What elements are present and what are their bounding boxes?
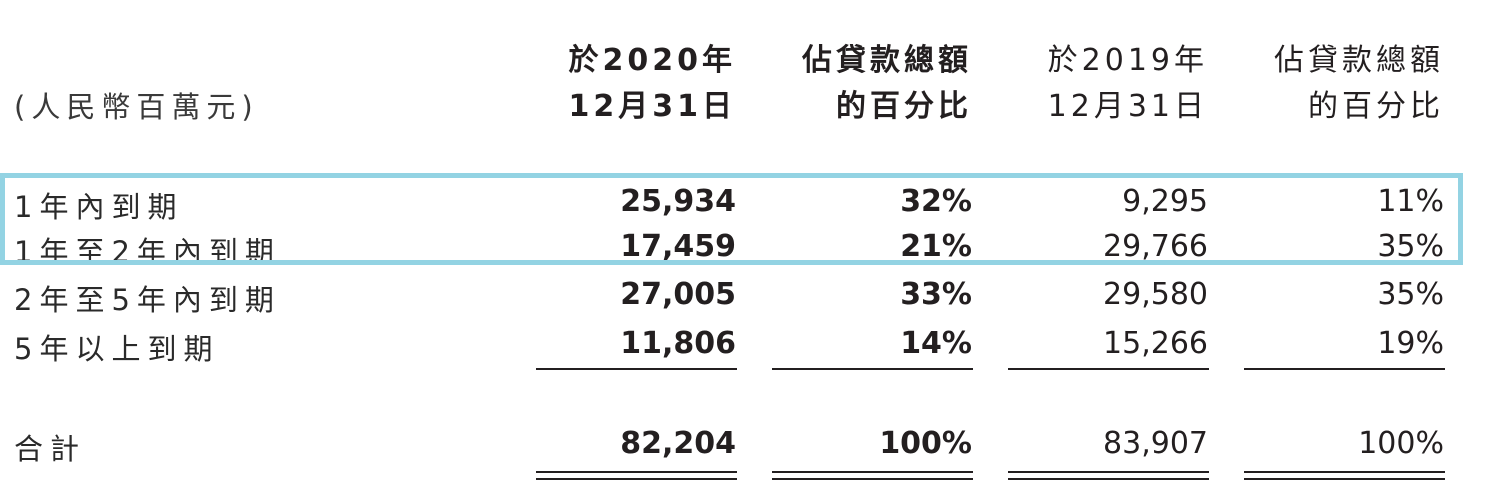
row-label-total: 合計: [14, 432, 87, 466]
row4-amount-2019: 15,266: [1103, 326, 1208, 361]
header-2019-amount-line1: 於2019年: [1047, 43, 1208, 78]
unit-label: (人民幣百萬元): [14, 90, 259, 124]
header-2020-amount-line1: 於2020年: [568, 43, 736, 78]
rule-subtotal-2019-pct: [1244, 368, 1445, 370]
rule-subtotal-2019-amount: [1008, 368, 1209, 370]
rule-total-2020-amount-2: [536, 478, 737, 480]
total-pct-2020: 100%: [879, 426, 972, 461]
row3-amount-2019: 29,580: [1103, 277, 1208, 312]
header-2020-amount-line2: 12月31日: [568, 89, 736, 124]
header-2019-amount-line2: 12月31日: [1047, 89, 1208, 124]
header-2019-pct-line1: 佔貸款總額: [1274, 43, 1444, 78]
total-pct-2019: 100%: [1358, 426, 1444, 461]
row4-pct-2020: 14%: [900, 326, 972, 361]
header-2020-pct-line1: 佔貸款總額: [802, 43, 972, 78]
rule-total-2019-pct-2: [1244, 478, 1445, 480]
rule-total-2019-pct-1: [1244, 471, 1445, 473]
row4-amount-2020: 11,806: [620, 326, 736, 361]
rule-subtotal-2020-amount: [536, 368, 737, 370]
row4-pct-2019: 19%: [1377, 326, 1444, 361]
header-2020-pct-line2: 的百分比: [836, 89, 972, 124]
row-label-within-1-year: 1年內到期: [14, 190, 184, 224]
row1-pct-2020: 32%: [900, 184, 972, 219]
total-amount-2019: 83,907: [1103, 426, 1208, 461]
rule-total-2019-amount-2: [1008, 478, 1209, 480]
row2-amount-2019: 29,766: [1103, 229, 1208, 264]
total-amount-2020: 82,204: [620, 426, 736, 461]
row2-amount-2020: 17,459: [620, 229, 736, 264]
row1-pct-2019: 11%: [1377, 184, 1444, 219]
row-label-over-5-years: 5年以上到期: [14, 332, 220, 366]
rule-subtotal-2020-pct: [772, 368, 973, 370]
row3-pct-2020: 33%: [900, 277, 972, 312]
row3-amount-2020: 27,005: [620, 277, 736, 312]
header-2019-pct-line2: 的百分比: [1308, 89, 1444, 124]
row1-amount-2020: 25,934: [620, 184, 736, 219]
rule-total-2020-pct-1: [772, 471, 973, 473]
row3-pct-2019: 35%: [1377, 277, 1444, 312]
row2-pct-2019: 35%: [1377, 229, 1444, 264]
row-label-2-to-5-years: 2年至5年內到期: [14, 283, 281, 317]
row2-pct-2020: 21%: [900, 229, 972, 264]
rule-total-2020-pct-2: [772, 478, 973, 480]
rule-total-2019-amount-1: [1008, 471, 1209, 473]
rule-total-2020-amount-1: [536, 471, 737, 473]
row1-amount-2019: 9,295: [1122, 184, 1208, 219]
highlight-box: [0, 173, 1463, 265]
